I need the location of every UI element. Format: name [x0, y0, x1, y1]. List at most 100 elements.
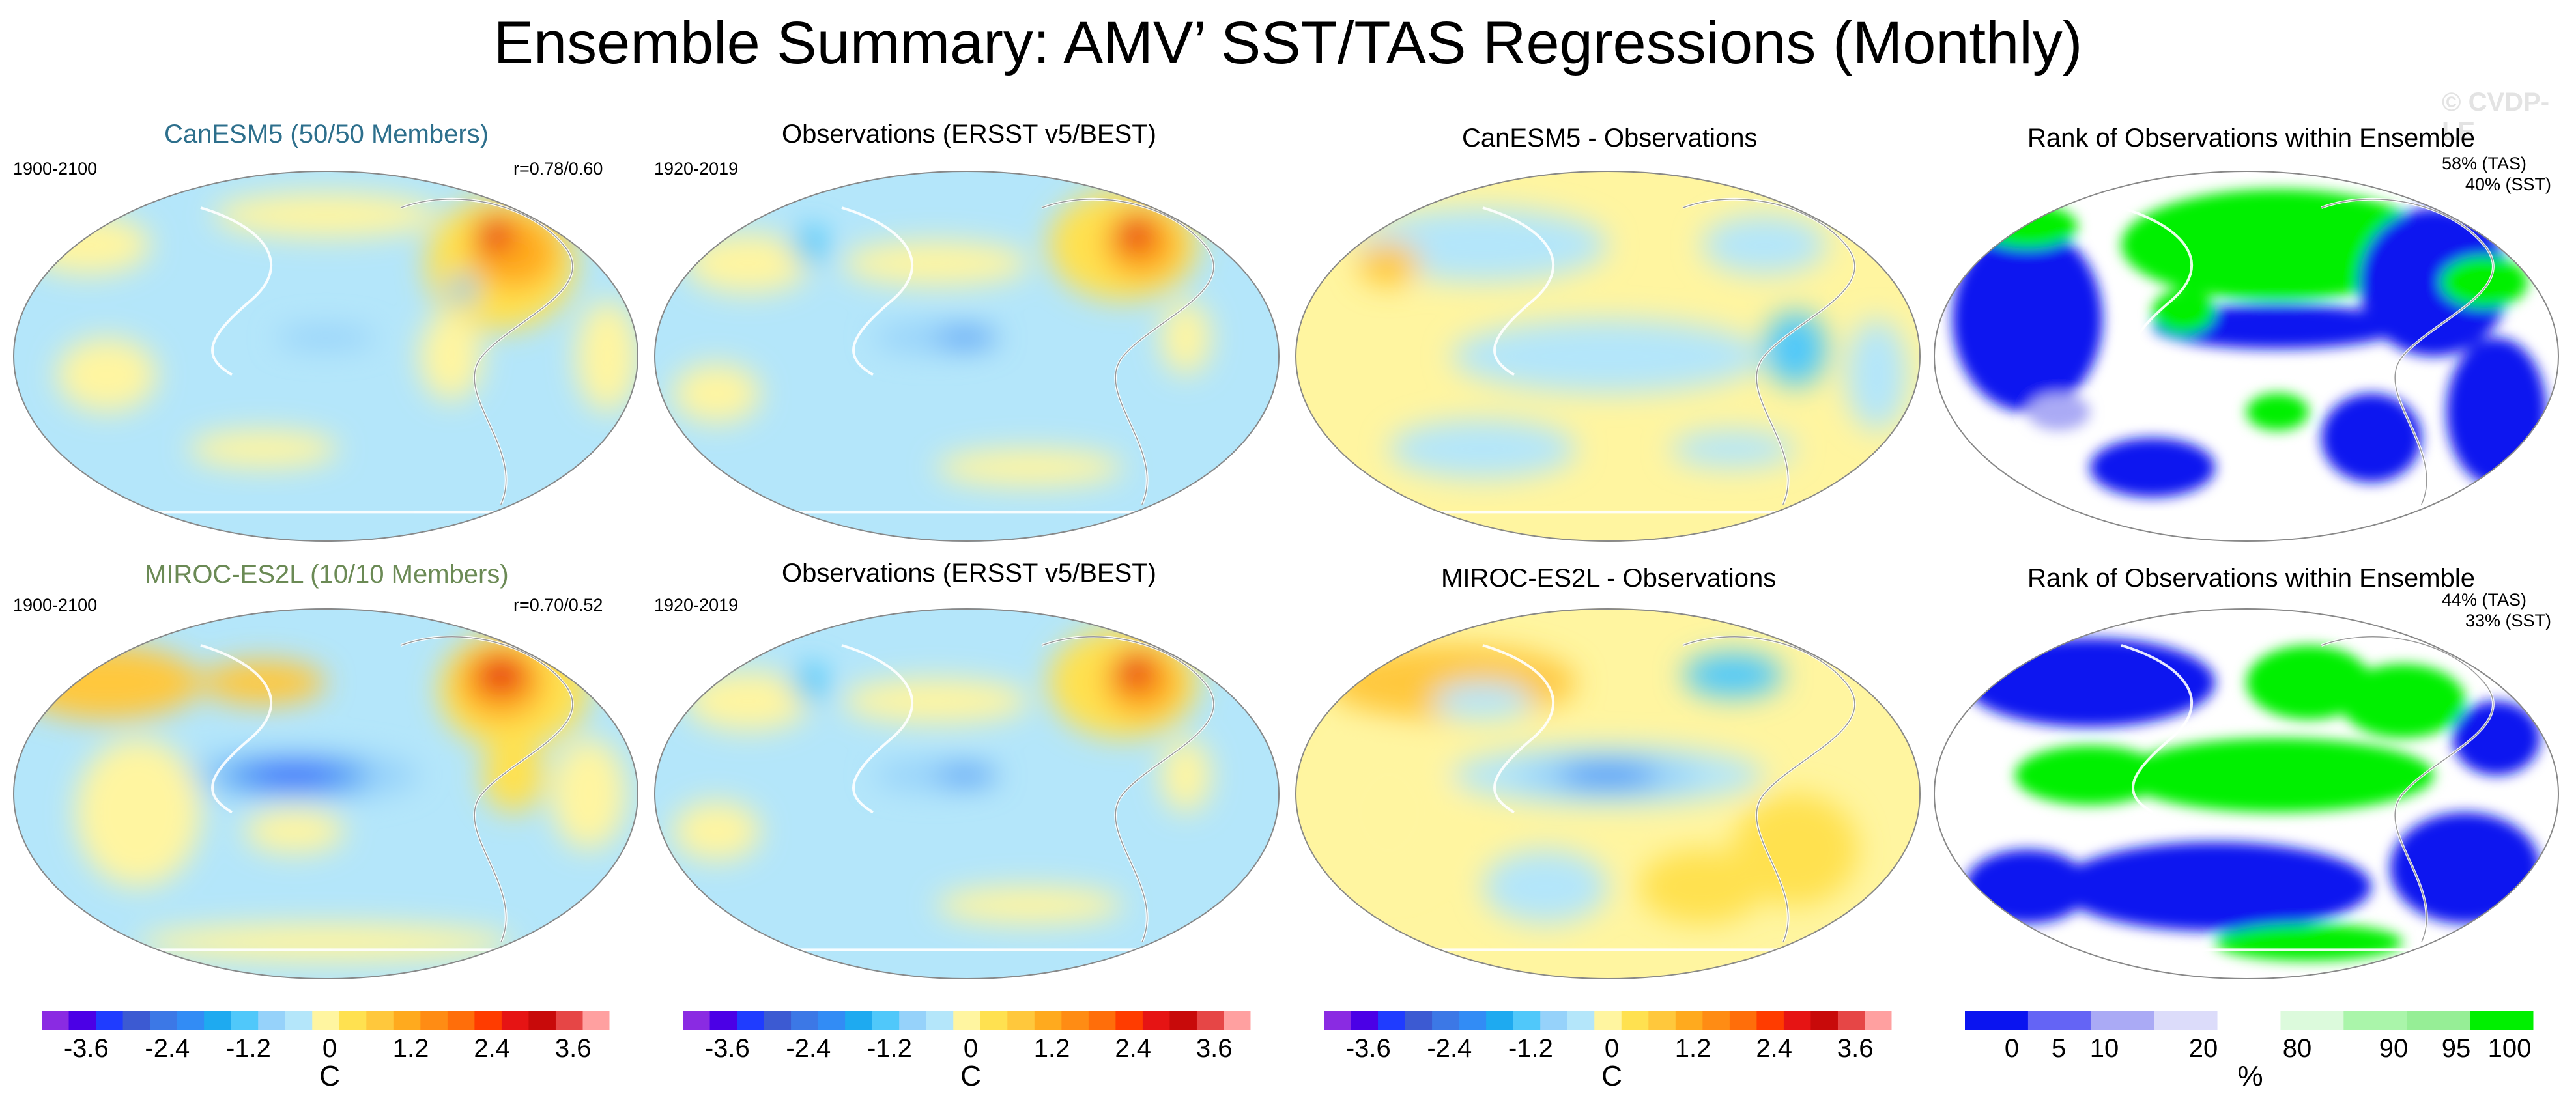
- colorbar-tick-label: -2.4: [145, 1034, 190, 1063]
- colorbar-swatch: [899, 1011, 927, 1030]
- colorbar-swatch: [1540, 1011, 1568, 1030]
- colorbar-swatch: [339, 1011, 367, 1030]
- colorbar-tick-label: -1.2: [225, 1034, 271, 1063]
- colorbar-swatch: [1783, 1011, 1811, 1030]
- colorbar-swatch: [528, 1011, 556, 1030]
- colorbar-tick-label: 2.4: [474, 1034, 510, 1063]
- colorbar-tick-label: -3.6: [1345, 1034, 1391, 1063]
- colorbar-swatch: [926, 1011, 954, 1030]
- colorbar-swatch: [1432, 1011, 1460, 1030]
- colorbar-swatch: [980, 1011, 1008, 1030]
- colorbar-swatch: [2470, 1011, 2534, 1030]
- colorbar-swatch: [1621, 1011, 1649, 1030]
- colorbar-swatch: [258, 1011, 286, 1030]
- colorbar-swatch: [1756, 1011, 1784, 1030]
- pattern-correlation-2: r=0.70/0.52: [513, 595, 603, 615]
- colorbar-temperature-3: [1323, 1010, 1893, 1031]
- figure-title: Ensemble Summary: AMV’ SST/TAS Regressio…: [493, 10, 2083, 76]
- colorbar-swatch: [68, 1011, 96, 1030]
- colorbar-swatch: [1648, 1011, 1676, 1030]
- colorbar-tick-label: -3.6: [63, 1034, 109, 1063]
- colorbar-tick-label: 0: [963, 1034, 979, 1063]
- colorbar-swatch: [1675, 1011, 1703, 1030]
- colorbar-tick-label: 3.6: [1837, 1034, 1874, 1063]
- colorbar-swatch: [683, 1011, 711, 1030]
- colorbar-swatch: [204, 1011, 232, 1030]
- colorbar-swatch: [1007, 1011, 1035, 1030]
- tas-rank-2: 44% (TAS): [2442, 590, 2527, 610]
- colorbar-tick-label: -2.4: [1427, 1034, 1472, 1063]
- colorbar-tick-label: -2.4: [786, 1034, 831, 1063]
- colorbar-swatch: [1513, 1011, 1541, 1030]
- colorbar-swatch: [1034, 1011, 1062, 1030]
- colorbar-swatch: [1702, 1011, 1730, 1030]
- colorbar-tick-label: 1.2: [1033, 1034, 1070, 1063]
- colorbar-swatch: [1810, 1011, 1839, 1030]
- map-model-1: [13, 171, 638, 542]
- panel-title-obs-1: Observations (ERSST v5/BEST): [782, 120, 1156, 148]
- colorbar-unit-label: C: [1601, 1060, 1622, 1092]
- period-label-model-2: 1900-2100: [13, 595, 98, 615]
- panel-title-diff-1: CanESM5 - Observations: [1462, 124, 1758, 152]
- colorbar-swatch: [1169, 1011, 1197, 1030]
- panel-title-model-1: CanESM5 (50/50 Members): [164, 120, 489, 148]
- colorbar-tick-label: 1.2: [392, 1034, 429, 1063]
- colorbar-swatch: [818, 1011, 846, 1030]
- panel-title-rank-2: Rank of Observations within Ensemble: [2027, 564, 2475, 593]
- rank-colorbar-tick-label: 10: [2089, 1034, 2119, 1063]
- colorbar-swatch: [845, 1011, 873, 1030]
- sst-rank-1: 40% (SST): [2465, 175, 2552, 194]
- colorbar-swatch: [764, 1011, 792, 1030]
- colorbar-swatch: [2343, 1011, 2407, 1030]
- rank-colorbar-tick-label: 100: [2487, 1034, 2532, 1063]
- colorbar-tick-label: 2.4: [1756, 1034, 1792, 1063]
- colorbar-swatch: [737, 1011, 765, 1030]
- watermark: © CVDP-LE: [2442, 88, 2550, 146]
- colorbar-swatch: [1459, 1011, 1487, 1030]
- colorbar-swatch: [1224, 1011, 1252, 1030]
- rank-colorbar-unit-label: %: [2237, 1060, 2263, 1092]
- rank-colorbar-tick-label: 0: [2004, 1034, 2020, 1063]
- colorbar-swatch: [2027, 1011, 2092, 1030]
- colorbar-swatch: [177, 1011, 205, 1030]
- panel-title-obs-2: Observations (ERSST v5/BEST): [782, 559, 1156, 587]
- colorbar-swatch: [1729, 1011, 1757, 1030]
- colorbar-swatch: [1837, 1011, 1865, 1030]
- colorbar-swatch: [872, 1011, 900, 1030]
- colorbar-swatch: [1594, 1011, 1622, 1030]
- colorbar-tick-label: -3.6: [704, 1034, 750, 1063]
- colorbar-swatch: [231, 1011, 259, 1030]
- rank-colorbar-tick-label: 5: [2051, 1034, 2067, 1063]
- colorbar-swatch: [2407, 1011, 2470, 1030]
- colorbar-swatch: [582, 1011, 610, 1030]
- colorbar-swatch: [1378, 1011, 1406, 1030]
- colorbar-tick-label: 1.2: [1674, 1034, 1711, 1063]
- colorbar-swatch: [122, 1011, 150, 1030]
- map-diff-2: [1295, 608, 1921, 979]
- colorbar-swatch: [42, 1011, 70, 1030]
- rank-colorbar-tick-label: 80: [2282, 1034, 2312, 1063]
- colorbar-swatch: [1115, 1011, 1143, 1030]
- colorbar-swatch: [709, 1011, 737, 1030]
- colorbar-swatch: [1088, 1011, 1116, 1030]
- panel-title-diff-2: MIROC-ES2L - Observations: [1441, 564, 1777, 593]
- colorbar-swatch: [420, 1011, 448, 1030]
- panel-title-rank-1: Rank of Observations within Ensemble: [2027, 124, 2475, 152]
- colorbar-tick-label: 0: [1604, 1034, 1620, 1063]
- tas-rank-1: 58% (TAS): [2442, 154, 2527, 173]
- colorbar-swatch: [501, 1011, 529, 1030]
- pattern-correlation-1: r=0.78/0.60: [513, 159, 603, 178]
- colorbar-swatch: [1405, 1011, 1433, 1030]
- colorbar-swatch: [1324, 1011, 1352, 1030]
- colorbar-swatch: [150, 1011, 178, 1030]
- rank-colorbar-tick-label: 95: [2441, 1034, 2471, 1063]
- colorbar-temperature-1: [41, 1010, 610, 1031]
- colorbar-tick-label: 0: [322, 1034, 337, 1063]
- period-label-model-1: 1900-2100: [13, 159, 98, 178]
- colorbar-swatch: [555, 1011, 583, 1030]
- colorbar-unit-label: C: [319, 1060, 340, 1092]
- map-diff-1: [1295, 171, 1921, 542]
- colorbar-swatch: [393, 1011, 421, 1030]
- panel-title-model-2: MIROC-ES2L (10/10 Members): [145, 560, 509, 589]
